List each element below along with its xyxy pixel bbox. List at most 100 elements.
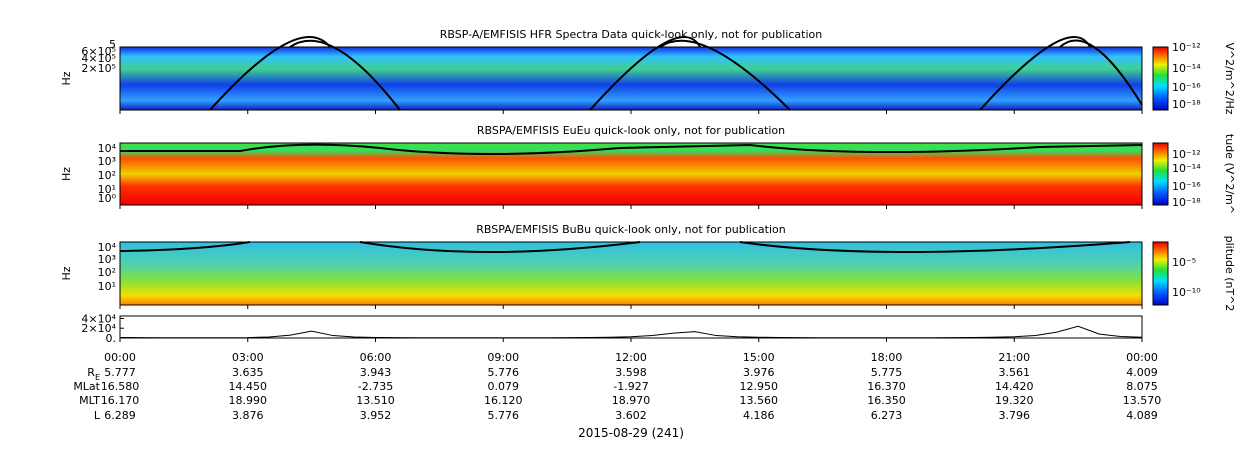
- y-tick-label: 2×10⁵: [81, 62, 116, 75]
- ephemeris-label-sub: E: [95, 373, 100, 382]
- ephemeris-label-text: R: [87, 366, 95, 379]
- spectrograms: [119, 36, 1143, 339]
- spectrogram: [119, 46, 1143, 111]
- data-line: [119, 325, 1143, 339]
- ephemeris-value: 12.950: [740, 380, 779, 393]
- ephemeris-value: 4.186: [743, 409, 775, 422]
- ephemeris-value: -2.735: [358, 380, 393, 393]
- ephemeris-value: 3.602: [615, 409, 647, 422]
- cyclotron-line: [120, 143, 1143, 155]
- colorbar-tick-label: 10⁻¹²: [1172, 41, 1201, 54]
- colorbar-tick-label: 10⁻¹⁸: [1172, 196, 1201, 209]
- y-axis-label: Hz: [60, 167, 73, 181]
- y-tick-label: 10⁰: [98, 192, 117, 205]
- colorbar-tick-label: 10⁻¹²: [1172, 148, 1201, 161]
- colorbar-label: tude (V^2/m^: [1223, 134, 1236, 214]
- ephemeris-value: 16.350: [867, 394, 906, 407]
- y-tick-label: 2×10⁴: [81, 322, 116, 335]
- ephemeris-value: 8.075: [1126, 380, 1158, 393]
- ephemeris-value: 13.570: [1123, 394, 1162, 407]
- ephemeris-value: 5.776: [488, 366, 520, 379]
- ephemeris-value: 3.598: [615, 366, 647, 379]
- y-tick-label: 4×10⁴: [81, 312, 116, 325]
- ephemeris-value: 6.289: [104, 409, 136, 422]
- colorbar: [1152, 142, 1169, 206]
- ephemeris-label: RE: [87, 366, 100, 382]
- ephemeris-value: 16.370: [867, 380, 906, 393]
- ephemeris-value: 3.876: [232, 409, 264, 422]
- ephemeris-label: L: [94, 409, 101, 422]
- plasma-line: [209, 36, 1143, 111]
- ephemeris-value: 18.990: [229, 394, 268, 407]
- ephemeris-value: 5.777: [104, 366, 136, 379]
- ephemeris-label-text: L: [94, 409, 101, 422]
- ephemeris-value: 4.009: [1126, 366, 1158, 379]
- ephemeris-value: 3.561: [999, 366, 1031, 379]
- panel-title: RBSP-A/EMFISIS HFR Spectra Data quick-lo…: [440, 28, 823, 41]
- x-tick-label: 00:00: [104, 351, 136, 364]
- ephemeris-value: 14.420: [995, 380, 1034, 393]
- spectrogram: [119, 142, 1143, 206]
- x-tick-label: 15:00: [743, 351, 775, 364]
- x-tick-label: 03:00: [232, 351, 264, 364]
- colorbar-label: V^2/m^2/Hz: [1223, 42, 1236, 114]
- x-tick-label: 21:00: [998, 351, 1030, 364]
- ephemeris-value: 13.510: [356, 394, 395, 407]
- ephemeris-label: MLat: [73, 380, 100, 393]
- ephemeris-label: MLT: [79, 394, 100, 407]
- x-tick-label: 00:00: [1126, 351, 1158, 364]
- colorbar: [1152, 46, 1169, 111]
- colorbar-tick-label: 10⁻¹⁴: [1172, 162, 1201, 175]
- date-label: 2015-08-29 (241): [578, 426, 684, 440]
- colorbar: [1152, 241, 1169, 306]
- y-tick-label: 5: [109, 38, 116, 51]
- y-tick-label: 10⁴: [98, 241, 117, 254]
- y-tick-label: 10¹: [98, 280, 116, 293]
- y-tick-label: 0.: [106, 332, 117, 345]
- ephemeris-value: 18.970: [612, 394, 651, 407]
- y-axis-label: Hz: [60, 266, 73, 280]
- y-tick-label: 10³: [98, 155, 116, 168]
- ephemeris-value: 16.170: [101, 394, 140, 407]
- ephemeris-value: 3.952: [360, 409, 392, 422]
- colorbar-label: plitude (nT^2: [1223, 236, 1236, 312]
- ephemeris-value: 5.775: [871, 366, 903, 379]
- colorbar-tick-label: 10⁻¹⁰: [1172, 286, 1201, 299]
- ephemeris-value: 3.943: [360, 366, 392, 379]
- ephemeris-value: -1.927: [613, 380, 648, 393]
- cyclotron-line: [119, 241, 1131, 253]
- ephemeris-value: 4.089: [1126, 409, 1158, 422]
- panel-title: RBSPA/EMFISIS BuBu quick-look only, not …: [476, 223, 786, 236]
- ephemeris-value: 6.273: [871, 409, 903, 422]
- spectrogram: [119, 241, 1143, 306]
- y-tick-label: 10⁴: [98, 142, 117, 155]
- ephemeris-value: 5.776: [488, 409, 520, 422]
- line-panel: [119, 315, 1143, 339]
- ephemeris-value: 0.079: [488, 380, 520, 393]
- ephemeris-value: 16.580: [101, 380, 140, 393]
- y-tick-label: 4×10⁵: [81, 52, 116, 65]
- y-tick-label: 10²: [98, 169, 116, 182]
- ephemeris-value: 3.976: [743, 366, 775, 379]
- y-axis-label: Hz: [60, 71, 73, 85]
- x-tick-label: 06:00: [360, 351, 392, 364]
- ephemeris-value: 19.320: [995, 394, 1034, 407]
- x-tick-label: 12:00: [615, 351, 647, 364]
- colorbar-tick-label: 10⁻¹⁴: [1172, 62, 1201, 75]
- x-tick-label: 09:00: [487, 351, 519, 364]
- colorbar-tick-label: 10⁻⁵: [1172, 256, 1196, 269]
- ephemeris-value: 14.450: [229, 380, 268, 393]
- ephemeris-label-text: MLat: [73, 380, 100, 393]
- y-tick-label: 10²: [98, 266, 116, 279]
- x-tick-label: 18:00: [871, 351, 903, 364]
- ephemeris-value: 13.560: [740, 394, 779, 407]
- ephemeris-value: 3.796: [999, 409, 1031, 422]
- colorbar-tick-label: 10⁻¹⁶: [1172, 180, 1201, 193]
- y-tick-label: 6×10⁵: [81, 45, 116, 58]
- colorbar-tick-label: 10⁻¹⁸: [1172, 98, 1201, 111]
- y-tick-label: 10³: [98, 253, 116, 266]
- ephemeris-label-text: MLT: [79, 394, 100, 407]
- ephemeris-value: 3.635: [232, 366, 264, 379]
